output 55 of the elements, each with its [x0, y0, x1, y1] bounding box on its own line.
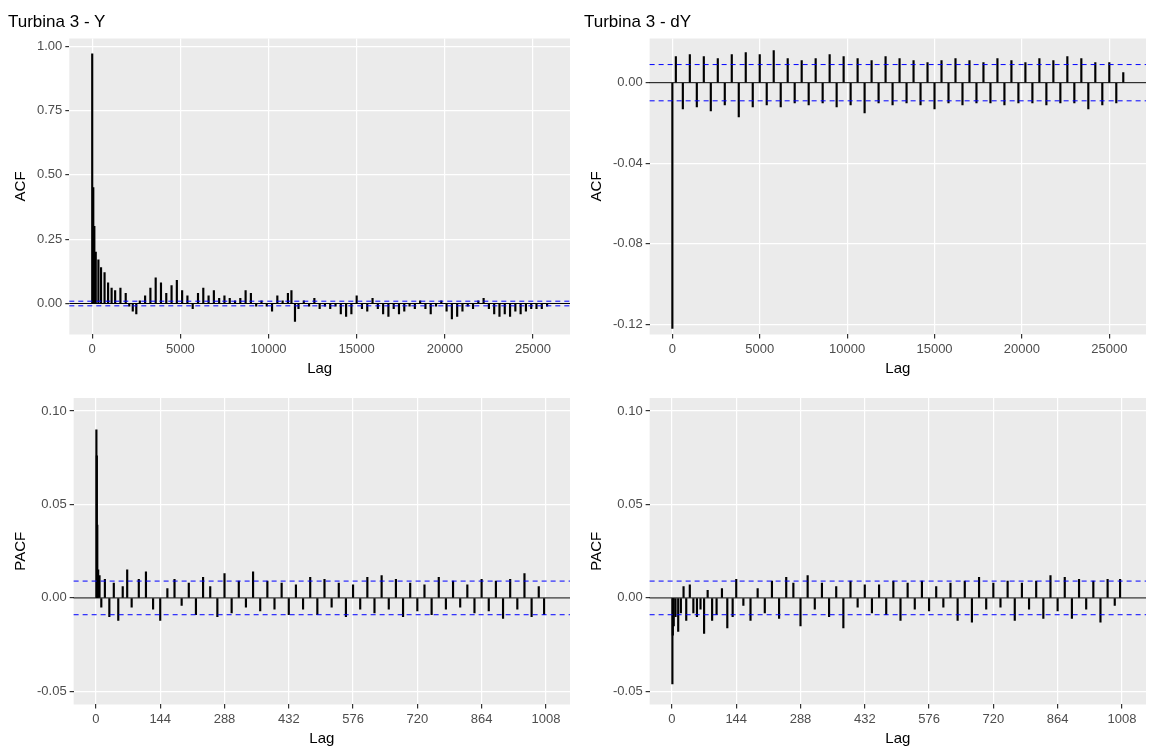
- y-tick-label: -0.05: [612, 682, 643, 698]
- x-tick-label: 0: [668, 340, 676, 356]
- x-tick-label: 720: [406, 710, 429, 726]
- y-tick-label: 0.25: [36, 230, 63, 246]
- y-tick-label: -0.04: [612, 154, 643, 170]
- y-tick-label: 0.00: [36, 295, 63, 311]
- x-tick-label: 1008: [531, 710, 561, 726]
- x-tick-label: 25000: [1091, 340, 1128, 356]
- x-tick-label: 15000: [338, 340, 375, 356]
- x-tick-label: 720: [982, 710, 1005, 726]
- y-tick-label: 0.10: [617, 402, 643, 418]
- y-tick-label: -0.12: [612, 315, 643, 331]
- x-tick-label: 864: [470, 710, 493, 726]
- x-tick-label: 0: [668, 710, 676, 726]
- y-tick-label: 0.10: [41, 402, 67, 418]
- y-axis-title: ACF: [11, 171, 29, 202]
- y-tick-label: 1.00: [36, 37, 63, 53]
- y-tick-label: -0.05: [36, 682, 67, 698]
- y-axis-title: PACF: [587, 531, 605, 571]
- x-tick-label: 576: [342, 710, 364, 726]
- x-tick-label: 864: [1046, 710, 1069, 726]
- x-tick-label: 144: [725, 710, 748, 726]
- x-axis-title: Lag: [307, 359, 333, 377]
- x-axis-title: Lag: [885, 359, 911, 377]
- y-tick-label: -0.08: [612, 235, 643, 251]
- y-tick-label: 0.00: [41, 589, 67, 605]
- x-tick-label: 5000: [165, 340, 195, 356]
- chart-title: Turbina 3 - dY: [584, 11, 692, 31]
- x-tick-label: 10000: [829, 340, 866, 356]
- y-tick-label: 0.00: [617, 74, 643, 90]
- x-tick-label: 25000: [514, 340, 552, 356]
- x-tick-label: 20000: [1003, 340, 1040, 356]
- y-tick-label: 0.75: [36, 102, 63, 118]
- x-tick-label: 10000: [250, 340, 287, 356]
- y-tick-label: 0.05: [41, 496, 67, 512]
- x-tick-label: 5000: [745, 340, 775, 356]
- y-tick-label: 0.50: [36, 166, 63, 182]
- y-axis-title: PACF: [11, 531, 29, 571]
- x-tick-label: 576: [918, 710, 940, 726]
- x-axis-title: Lag: [885, 729, 911, 747]
- x-tick-label: 0: [88, 340, 96, 356]
- x-tick-label: 432: [853, 710, 876, 726]
- x-tick-label: 288: [789, 710, 812, 726]
- x-tick-label: 0: [92, 710, 100, 726]
- x-tick-label: 20000: [426, 340, 463, 356]
- x-axis-title: Lag: [309, 729, 335, 747]
- x-tick-label: 432: [277, 710, 300, 726]
- y-tick-label: 0.05: [617, 496, 643, 512]
- x-tick-label: 288: [213, 710, 236, 726]
- chart-title: Turbina 3 - Y: [8, 11, 106, 31]
- x-tick-label: 15000: [916, 340, 953, 356]
- x-tick-label: 144: [149, 710, 172, 726]
- y-tick-label: 0.00: [617, 589, 643, 605]
- y-axis-title: ACF: [587, 171, 605, 202]
- x-tick-label: 1008: [1107, 710, 1137, 726]
